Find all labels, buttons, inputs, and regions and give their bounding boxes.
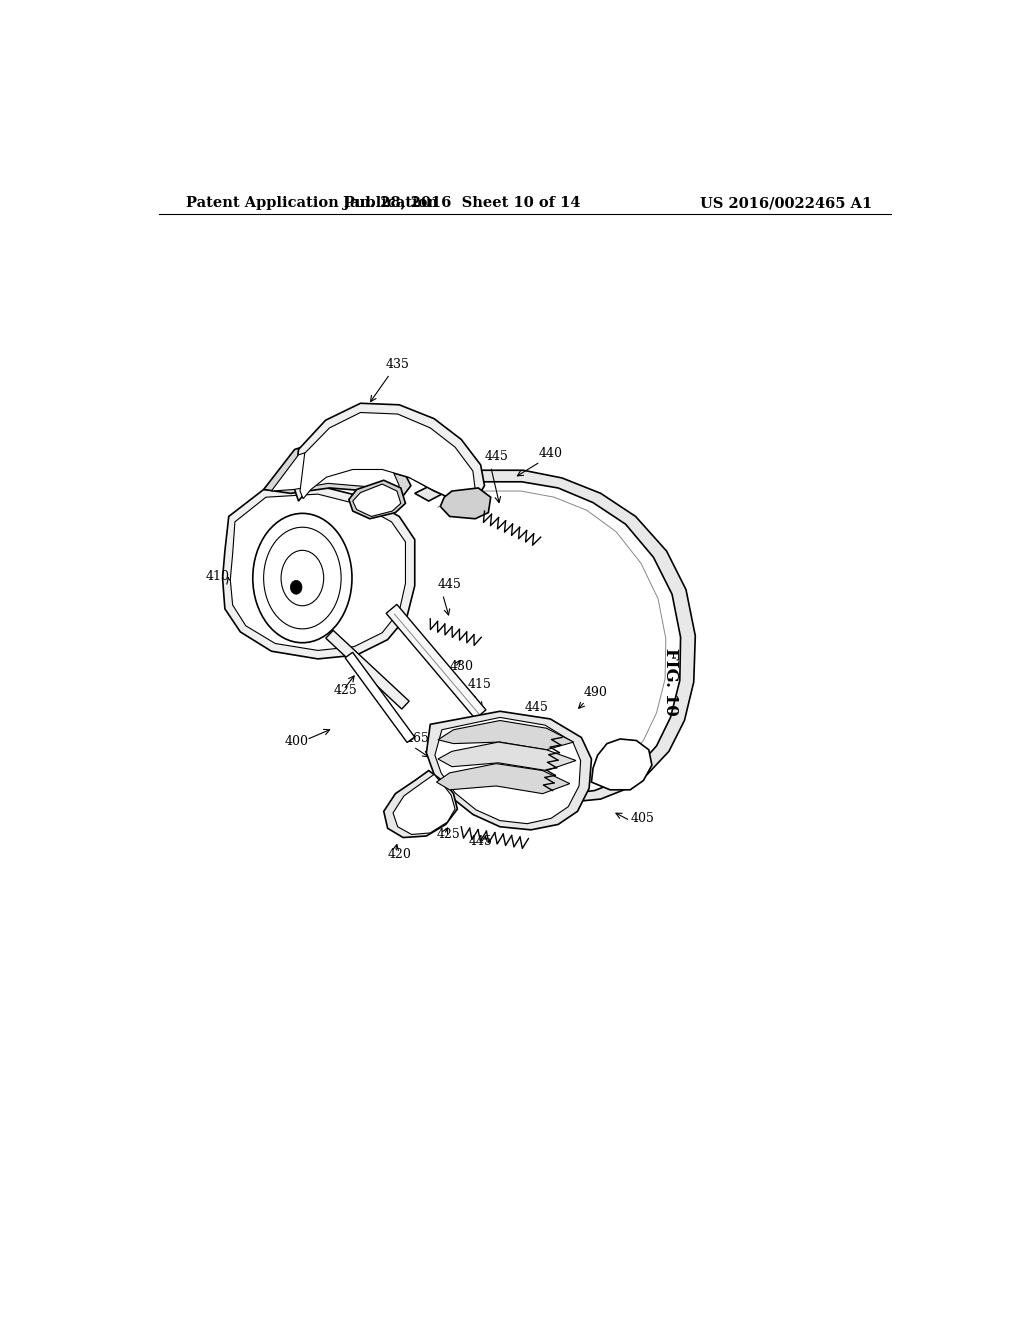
Polygon shape — [352, 484, 400, 516]
Text: 405: 405 — [630, 812, 654, 825]
Polygon shape — [222, 486, 415, 659]
Text: 470: 470 — [258, 573, 282, 586]
Polygon shape — [415, 470, 695, 801]
Text: 475: 475 — [271, 589, 295, 602]
Polygon shape — [393, 775, 455, 834]
Polygon shape — [386, 605, 486, 719]
Ellipse shape — [291, 581, 302, 594]
Polygon shape — [326, 631, 410, 709]
Text: 445: 445 — [469, 836, 493, 849]
Text: 440: 440 — [539, 447, 563, 461]
Text: 420: 420 — [388, 847, 412, 861]
Text: US 2016/0022465 A1: US 2016/0022465 A1 — [699, 197, 872, 210]
Text: 435: 435 — [385, 358, 410, 371]
Polygon shape — [438, 742, 575, 771]
Text: 445: 445 — [438, 578, 462, 591]
Text: 415: 415 — [467, 678, 492, 692]
Text: 465: 465 — [406, 733, 429, 744]
Polygon shape — [440, 488, 490, 519]
Polygon shape — [230, 494, 406, 651]
Polygon shape — [271, 444, 399, 495]
Text: 425: 425 — [334, 684, 357, 697]
Polygon shape — [349, 480, 406, 519]
Text: FIG. 10: FIG. 10 — [662, 648, 679, 715]
Ellipse shape — [263, 527, 341, 628]
Polygon shape — [438, 721, 573, 750]
Polygon shape — [435, 718, 581, 824]
Text: 490: 490 — [584, 686, 607, 698]
Text: 430: 430 — [450, 660, 474, 673]
Text: 480: 480 — [240, 557, 263, 569]
Polygon shape — [592, 739, 652, 789]
Polygon shape — [263, 436, 411, 502]
Text: Patent Application Publication: Patent Application Publication — [186, 197, 438, 210]
Polygon shape — [436, 763, 569, 793]
Polygon shape — [295, 404, 484, 502]
Text: 410: 410 — [206, 570, 229, 583]
Ellipse shape — [253, 513, 352, 643]
Text: 445: 445 — [484, 450, 508, 463]
Polygon shape — [345, 652, 415, 742]
Text: Jan. 28, 2016  Sheet 10 of 14: Jan. 28, 2016 Sheet 10 of 14 — [342, 197, 580, 210]
Text: 445: 445 — [524, 701, 549, 714]
Polygon shape — [426, 711, 592, 830]
Polygon shape — [300, 412, 475, 499]
Polygon shape — [384, 771, 458, 837]
Ellipse shape — [281, 550, 324, 606]
Text: 425: 425 — [436, 828, 460, 841]
Text: 400: 400 — [285, 735, 309, 748]
